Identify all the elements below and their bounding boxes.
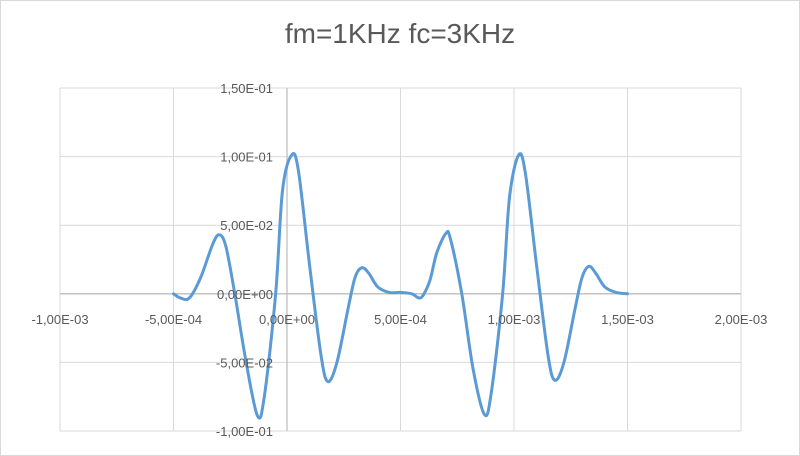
- x-tick-label: 5,00E-04: [374, 312, 427, 327]
- x-tick-label: 2,00E-03: [715, 312, 768, 327]
- series-line: [172, 152, 629, 420]
- y-tick-label: -1,00E-01: [216, 424, 273, 439]
- x-tick-label: 0,00E+00: [259, 312, 315, 327]
- y-tick-label: 1,00E-01: [220, 150, 273, 165]
- chart-title: fm=1KHz fc=3KHz: [284, 18, 516, 49]
- y-tick-label: 1,50E-01: [220, 81, 273, 96]
- y-tick-label: 5,00E-02: [220, 218, 273, 233]
- x-tick-label: -5,00E-04: [145, 312, 202, 327]
- x-tick-label: -1,00E-03: [31, 312, 88, 327]
- tick-labels: -1,00E-03 -5,00E-04 0,00E+00 5,00E-04 1,00E-…: [31, 81, 767, 439]
- gridlines: [59, 87, 742, 432]
- x-tick-label: 1,50E-03: [601, 312, 654, 327]
- plot-series: [172, 152, 629, 420]
- y-tick-label: 0,00E+00: [217, 287, 273, 302]
- x-tick-label: 1,00E-03: [488, 312, 541, 327]
- y-tick-label: -5,00E-02: [216, 355, 273, 370]
